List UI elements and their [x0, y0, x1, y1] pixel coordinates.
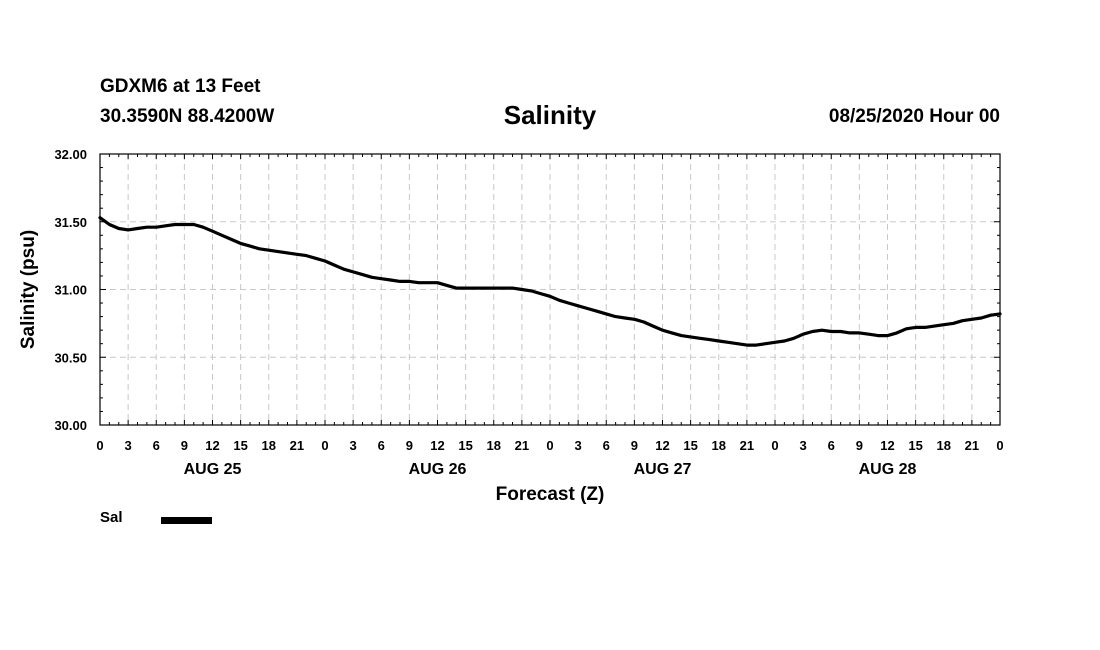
- y-tick-label: 30.50: [54, 350, 87, 365]
- x-tick-label: 18: [487, 438, 501, 453]
- x-tick-label: 6: [153, 438, 160, 453]
- x-tick-label: 6: [603, 438, 610, 453]
- x-tick-label: 18: [712, 438, 726, 453]
- y-axis-title: Salinity (psu): [18, 230, 39, 349]
- x-tick-label: 0: [996, 438, 1003, 453]
- x-tick-label: 3: [350, 438, 357, 453]
- x-tick-label: 0: [96, 438, 103, 453]
- x-tick-label: 15: [683, 438, 697, 453]
- x-tick-label: 6: [828, 438, 835, 453]
- x-tick-label: 3: [575, 438, 582, 453]
- x-tick-label: 21: [965, 438, 979, 453]
- forecast-issue-time: 08/25/2020 Hour 00: [828, 106, 1000, 127]
- x-day-label: AUG 28: [859, 461, 917, 478]
- x-tick-label: 12: [655, 438, 669, 453]
- x-day-label: AUG 25: [184, 461, 242, 478]
- x-axis-title: Forecast (Z): [496, 484, 605, 505]
- x-tick-label: 12: [430, 438, 444, 453]
- y-tick-label: 32.00: [54, 147, 87, 162]
- x-tick-label: 9: [406, 438, 413, 453]
- x-tick-label: 3: [125, 438, 132, 453]
- x-tick-label: 21: [290, 438, 304, 453]
- x-tick-label: 12: [880, 438, 894, 453]
- station-coordinates: 30.3590N 88.4200W: [100, 106, 275, 127]
- x-tick-label: 9: [181, 438, 188, 453]
- x-tick-label: 15: [458, 438, 472, 453]
- legend-label: Sal: [100, 509, 123, 526]
- x-tick-label: 0: [321, 438, 328, 453]
- x-tick-label: 21: [740, 438, 754, 453]
- x-tick-label: 18: [262, 438, 276, 453]
- y-tick-label: 30.00: [54, 418, 87, 433]
- x-tick-label: 6: [378, 438, 385, 453]
- series-line-sal: [98, 216, 1002, 347]
- x-tick-label: 12: [205, 438, 219, 453]
- plot-frame: [99, 153, 1001, 426]
- x-day-label: AUG 26: [409, 461, 467, 478]
- x-tick-label: 0: [546, 438, 553, 453]
- y-tick-label: 31.00: [54, 283, 87, 298]
- x-tick-label: 15: [908, 438, 922, 453]
- x-tick-label: 3: [800, 438, 807, 453]
- x-tick-label: 15: [233, 438, 247, 453]
- x-tick-label: 21: [515, 438, 529, 453]
- x-tick-label: 0: [771, 438, 778, 453]
- x-day-label: AUG 27: [634, 461, 692, 478]
- legend-swatch: [161, 517, 212, 524]
- y-tick-label: 31.50: [54, 215, 87, 230]
- x-tick-label: 18: [937, 438, 951, 453]
- station-label: GDXM6 at 13 Feet: [100, 76, 261, 97]
- x-tick-label: 9: [631, 438, 638, 453]
- x-tick-label: 9: [856, 438, 863, 453]
- chart-title: Salinity: [503, 100, 597, 130]
